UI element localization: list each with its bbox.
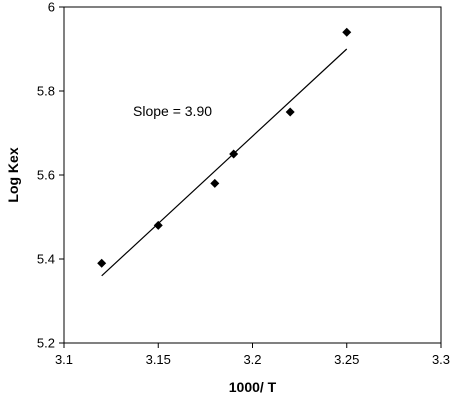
y-tick-label: 6	[48, 0, 55, 15]
x-tick-label: 3.15	[146, 352, 171, 367]
data-point	[229, 149, 239, 159]
data-point	[153, 220, 163, 230]
data-point	[210, 178, 220, 188]
y-axis-label: Log Kex	[5, 147, 21, 202]
slope-annotation: Slope = 3.90	[133, 103, 212, 119]
data-point	[342, 27, 352, 37]
data-points	[97, 27, 352, 268]
plot-frame	[63, 6, 442, 344]
labels: 3.1 3.15 3.2 3.25 3.3 5.2 5.4 5.6 5.8 6 1000/ T Log…	[5, 0, 450, 395]
fit-line	[101, 48, 348, 277]
data-point	[97, 258, 107, 268]
axes	[59, 6, 442, 348]
y-tick-label: 5.4	[37, 252, 55, 267]
x-tick-label: 3.1	[55, 352, 73, 367]
y-tick-label: 5.8	[37, 84, 55, 99]
y-tick-label: 5.6	[37, 168, 55, 183]
y-tick-label: 5.2	[37, 336, 55, 351]
data-point	[285, 107, 295, 117]
x-axis-label: 1000/ T	[229, 379, 277, 395]
x-tick-label: 3.2	[243, 352, 261, 367]
x-tick-label: 3.3	[432, 352, 450, 367]
fit-line-group	[101, 48, 348, 277]
x-tick-label: 3.25	[334, 352, 359, 367]
